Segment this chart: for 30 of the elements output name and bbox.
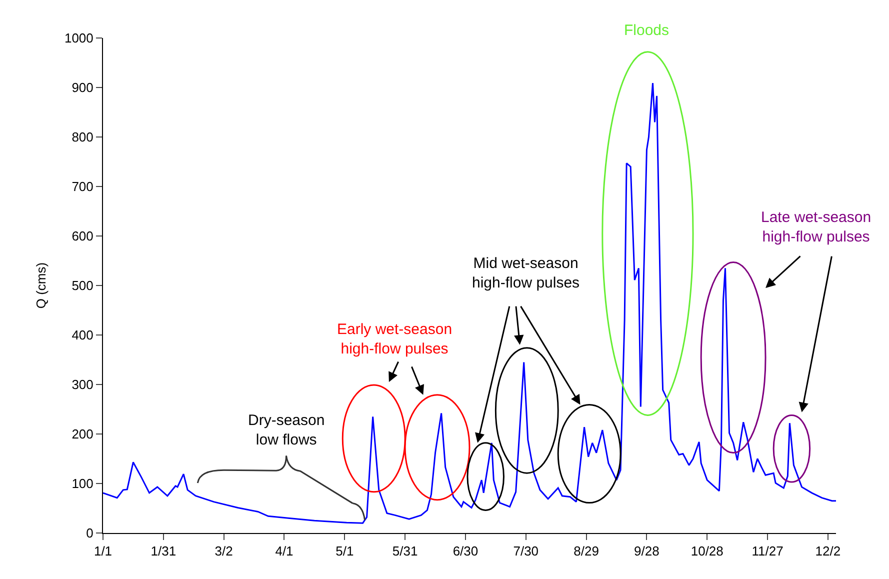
x-tick-label: 6/30: [452, 544, 478, 559]
x-tick-label: 8/29: [574, 544, 599, 559]
x-tick-label: 10/28: [690, 544, 724, 559]
y-tick-label: 800: [72, 130, 94, 145]
x-tick-label: 1/31: [150, 544, 176, 559]
y-tick-label: 200: [72, 426, 94, 442]
y-tick-label: 700: [72, 179, 94, 194]
y-tick-label: 1000: [64, 30, 94, 46]
annotation: Late wet-season high-flow pulses: [761, 209, 872, 246]
y-tick-label: 400: [72, 328, 94, 343]
x-tick-label: 11/27: [752, 544, 784, 559]
y-tick-label: 600: [72, 228, 94, 244]
annotation: Floods: [624, 22, 670, 39]
x-tick-label: 5/1: [336, 544, 354, 559]
y-tick-label: 0: [86, 526, 94, 541]
y-axis-title: Q (cms): [33, 262, 48, 309]
annotation: Early wet-season high-flow pulses: [337, 321, 452, 358]
annotation: Mid wet-season high-flow pulses: [472, 255, 580, 292]
y-tick-label: 100: [72, 476, 94, 492]
annotation: Dry-season low flows: [248, 412, 325, 448]
x-tick-label: 7/30: [513, 544, 539, 559]
y-tick-label: 900: [72, 80, 94, 96]
x-tick-label: 9/28: [634, 544, 660, 559]
y-tick-label: 500: [72, 278, 94, 294]
x-tick-label: 12/2: [815, 544, 841, 559]
x-tick-label: 4/1: [275, 544, 294, 559]
x-tick-label: 3/2: [214, 544, 233, 559]
x-tick-label: 5/31: [392, 544, 418, 559]
x-tick-label: 1/1: [94, 544, 112, 559]
y-tick-label: 300: [72, 377, 94, 392]
